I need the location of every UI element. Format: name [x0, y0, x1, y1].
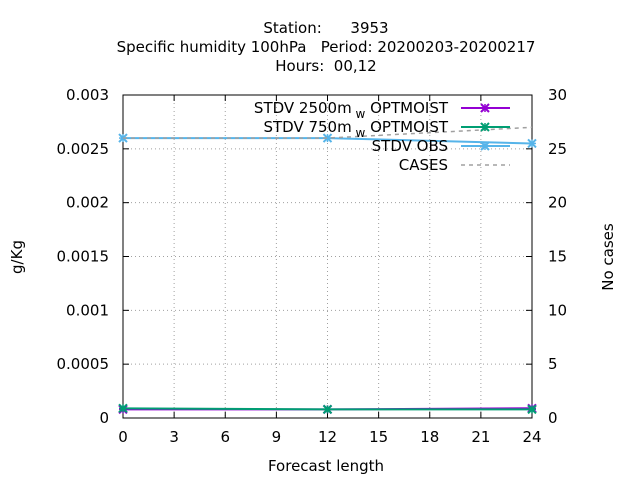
- y-axis-label: g/Kg: [8, 240, 26, 274]
- data-point: [118, 403, 128, 414]
- y-tick-label: 0.001: [66, 301, 109, 319]
- data-point: [527, 138, 537, 149]
- chart-title-line-3: Hours: 00,12: [275, 57, 376, 75]
- y2-axis-label: No cases: [599, 223, 617, 291]
- data-point: [322, 404, 333, 415]
- x-tick-label: 12: [318, 428, 337, 446]
- y2-tick-label: 5: [548, 355, 558, 373]
- x-tick-label: 18: [420, 428, 439, 446]
- y-tick-label: 0.0015: [57, 248, 110, 266]
- chart-title-line-1: Station: 3953: [263, 19, 388, 37]
- y2-tick-label: 15: [548, 248, 567, 266]
- legend-label: STDV 750m w OPTMOIST: [263, 118, 448, 140]
- y-tick-label: 0.0025: [57, 140, 110, 158]
- y-tick-label: 0.0005: [57, 355, 110, 373]
- axis-ticks: 0 3 6 9 12 15 18 21 24 0 0.0005 0.001 0.0015 0.002 0.0…: [57, 86, 568, 446]
- legend-marker: [480, 141, 490, 151]
- legend-label: STDV OBS: [372, 137, 448, 155]
- legend-marker: [480, 122, 490, 132]
- y2-tick-label: 25: [548, 140, 567, 158]
- x-tick-label: 6: [220, 428, 230, 446]
- y2-tick-label: 30: [548, 86, 567, 104]
- legend-label: CASES: [399, 156, 448, 174]
- y2-tick-label: 20: [548, 194, 567, 212]
- data-point: [527, 404, 537, 415]
- x-tick-label: 15: [369, 428, 388, 446]
- x-tick-label: 3: [169, 428, 179, 446]
- legend-label: STDV 2500m w OPTMOIST: [254, 99, 449, 121]
- x-tick-label: 0: [118, 428, 128, 446]
- grid-lines: [123, 95, 532, 418]
- y2-tick-label: 0: [548, 409, 558, 427]
- x-tick-label: 24: [522, 428, 541, 446]
- y-tick-label: 0: [99, 409, 109, 427]
- y-tick-label: 0.002: [66, 194, 109, 212]
- y-tick-label: 0.003: [66, 86, 109, 104]
- chart-title-line-2: Specific humidity 100hPa Period: 2020020…: [117, 38, 536, 56]
- x-tick-label: 9: [272, 428, 282, 446]
- x-tick-label: 21: [471, 428, 490, 446]
- x-axis-label: Forecast length: [268, 457, 384, 475]
- data-series: [118, 126, 537, 415]
- y2-tick-label: 10: [548, 301, 567, 319]
- legend-marker: [480, 103, 490, 113]
